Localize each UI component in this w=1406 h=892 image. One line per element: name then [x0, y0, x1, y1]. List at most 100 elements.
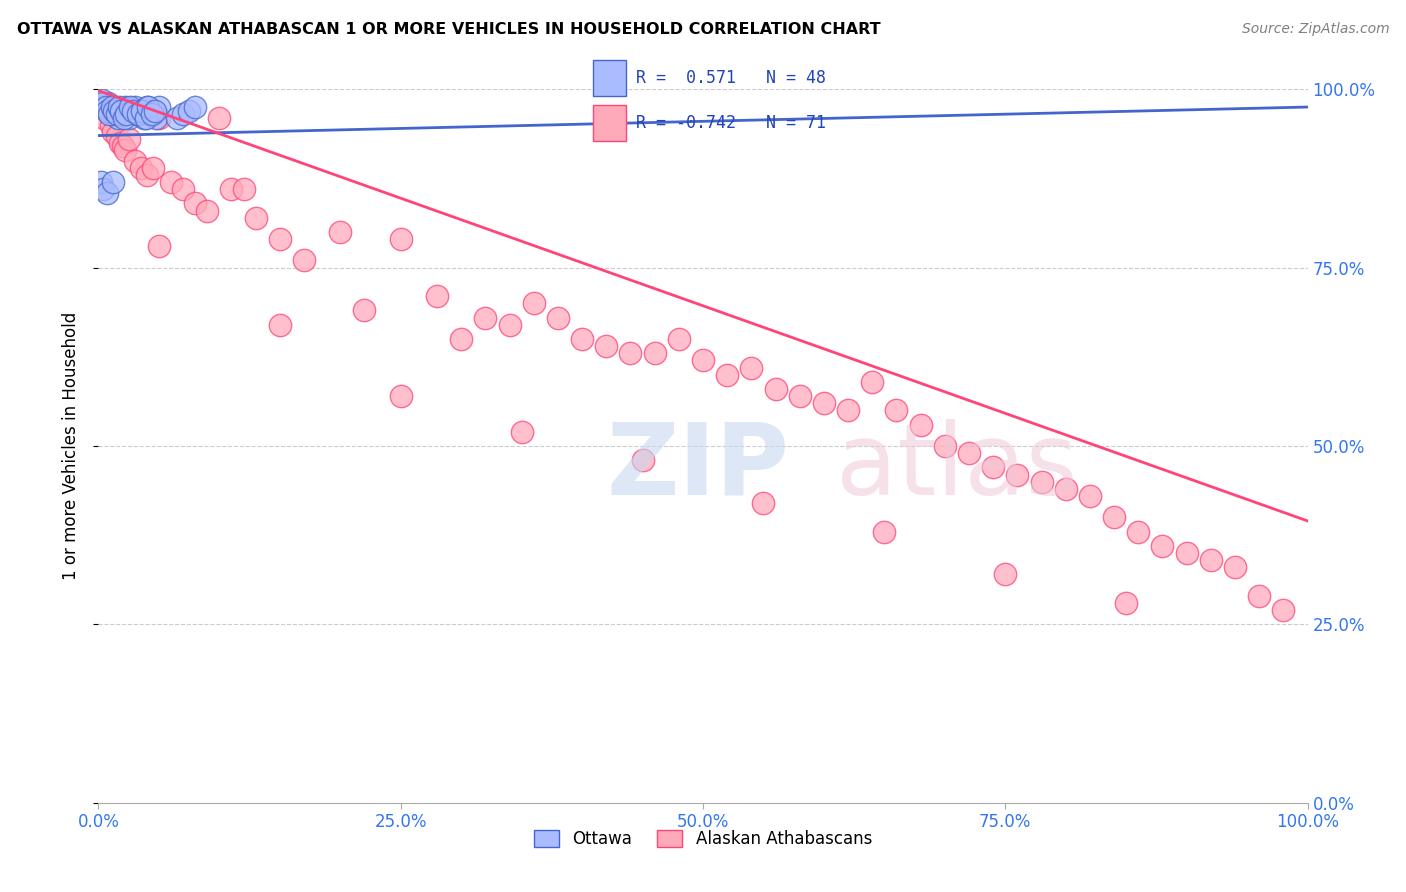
- Point: [101, 107, 124, 121]
- Point: [96, 103, 118, 118]
- Text: R = -0.742   N = 71: R = -0.742 N = 71: [637, 114, 827, 132]
- Point: [716, 368, 738, 382]
- Point: [118, 111, 141, 125]
- Point: [135, 100, 157, 114]
- Point: [353, 303, 375, 318]
- Point: [93, 111, 115, 125]
- Y-axis label: 1 or more Vehicles in Household: 1 or more Vehicles in Household: [62, 312, 80, 580]
- Point: [148, 239, 170, 253]
- Point: [1078, 489, 1101, 503]
- Point: [121, 103, 143, 118]
- Point: [269, 232, 291, 246]
- Point: [103, 103, 125, 118]
- Point: [1031, 475, 1053, 489]
- Point: [910, 417, 932, 432]
- Point: [571, 332, 593, 346]
- Text: OTTAWA VS ALASKAN ATHABASCAN 1 OR MORE VEHICLES IN HOUSEHOLD CORRELATION CHART: OTTAWA VS ALASKAN ATHABASCAN 1 OR MORE V…: [17, 22, 880, 37]
- Point: [138, 107, 160, 121]
- Point: [474, 310, 496, 325]
- Point: [172, 182, 194, 196]
- Point: [1223, 560, 1246, 574]
- Point: [127, 107, 149, 121]
- Point: [135, 111, 157, 125]
- Point: [107, 111, 129, 125]
- Point: [292, 253, 315, 268]
- Text: R =  0.571   N = 48: R = 0.571 N = 48: [637, 69, 827, 87]
- Point: [981, 460, 1004, 475]
- Point: [789, 389, 811, 403]
- Point: [934, 439, 956, 453]
- Point: [450, 332, 472, 346]
- Point: [389, 389, 412, 403]
- Point: [122, 103, 145, 118]
- Point: [101, 125, 124, 139]
- Point: [740, 360, 762, 375]
- Point: [118, 132, 141, 146]
- Point: [112, 111, 135, 125]
- Point: [114, 143, 136, 157]
- Point: [813, 396, 835, 410]
- Point: [1152, 539, 1174, 553]
- Point: [208, 111, 231, 125]
- Point: [1175, 546, 1198, 560]
- Point: [142, 103, 165, 118]
- Point: [142, 161, 165, 175]
- Point: [105, 107, 128, 121]
- Point: [100, 118, 122, 132]
- Point: [765, 382, 787, 396]
- Point: [619, 346, 641, 360]
- Point: [184, 100, 207, 114]
- Point: [148, 100, 170, 114]
- Point: [166, 111, 188, 125]
- Point: [118, 100, 141, 114]
- Point: [127, 107, 149, 121]
- FancyBboxPatch shape: [593, 60, 627, 95]
- Point: [91, 182, 114, 196]
- Point: [498, 318, 520, 332]
- Legend: Ottawa, Alaskan Athabascans: Ottawa, Alaskan Athabascans: [527, 823, 879, 855]
- Point: [195, 203, 218, 218]
- Point: [886, 403, 908, 417]
- Point: [90, 175, 112, 189]
- Point: [668, 332, 690, 346]
- Point: [547, 310, 569, 325]
- Point: [692, 353, 714, 368]
- Point: [1115, 596, 1137, 610]
- Point: [595, 339, 617, 353]
- Point: [1272, 603, 1295, 617]
- Point: [136, 100, 159, 114]
- Point: [124, 100, 146, 114]
- Point: [129, 161, 152, 175]
- Point: [184, 196, 207, 211]
- Point: [510, 425, 533, 439]
- Point: [631, 453, 654, 467]
- Point: [110, 103, 132, 118]
- Point: [98, 107, 121, 121]
- FancyBboxPatch shape: [593, 105, 627, 141]
- Point: [114, 100, 136, 114]
- Point: [129, 103, 152, 118]
- Point: [1007, 467, 1029, 482]
- Point: [145, 111, 167, 125]
- Point: [957, 446, 980, 460]
- Point: [96, 186, 118, 200]
- Point: [143, 103, 166, 118]
- Point: [232, 182, 254, 196]
- Text: Source: ZipAtlas.com: Source: ZipAtlas.com: [1241, 22, 1389, 37]
- Point: [172, 107, 194, 121]
- Point: [104, 100, 127, 114]
- Point: [97, 96, 120, 111]
- Text: atlas: atlas: [837, 419, 1077, 516]
- Point: [100, 100, 122, 114]
- Point: [91, 93, 114, 107]
- Point: [329, 225, 352, 239]
- Point: [1199, 553, 1222, 567]
- Point: [245, 211, 267, 225]
- Point: [179, 103, 201, 118]
- Point: [101, 175, 124, 189]
- Point: [269, 318, 291, 332]
- Point: [644, 346, 666, 360]
- Point: [105, 128, 128, 143]
- Point: [752, 496, 775, 510]
- Point: [873, 524, 896, 539]
